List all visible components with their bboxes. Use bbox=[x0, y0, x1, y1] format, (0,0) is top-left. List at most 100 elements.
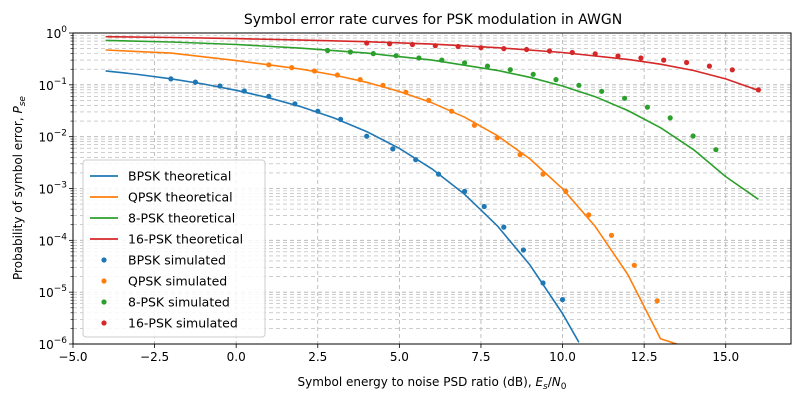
legend-label: QPSK simulated bbox=[128, 274, 227, 289]
series-layer bbox=[105, 35, 762, 344]
data-point-psk8 bbox=[622, 95, 628, 101]
data-point-psk8 bbox=[576, 82, 582, 88]
data-point-qpsk bbox=[654, 298, 660, 304]
data-point-psk8 bbox=[439, 57, 445, 63]
data-point-bpsk bbox=[315, 108, 321, 114]
x-tick-label: −2.5 bbox=[140, 350, 169, 364]
data-point-psk8 bbox=[713, 147, 719, 153]
data-point-qpsk bbox=[586, 212, 592, 218]
y-tick-label: 10−2 bbox=[38, 129, 67, 145]
data-point-psk16 bbox=[615, 53, 621, 59]
data-point-psk16 bbox=[684, 59, 690, 66]
x-tick-label: 12.5 bbox=[631, 350, 658, 364]
data-point-psk8 bbox=[347, 49, 353, 55]
y-axis: 10−6 10−5 10−4 10−3 10−2 10−1 100 bbox=[38, 25, 73, 352]
data-point-psk8 bbox=[690, 133, 696, 139]
data-point-qpsk bbox=[266, 62, 272, 68]
legend-marker-qpsk bbox=[101, 278, 107, 284]
series-line-bpsk bbox=[105, 70, 580, 343]
series-line-psk8 bbox=[105, 39, 759, 200]
data-point-qpsk bbox=[608, 232, 615, 238]
data-point-bpsk bbox=[168, 76, 174, 82]
data-point-qpsk bbox=[380, 82, 386, 88]
data-point-qpsk bbox=[631, 262, 637, 268]
data-point-bpsk bbox=[217, 83, 223, 89]
data-point-psk8 bbox=[599, 88, 605, 94]
data-point-bpsk bbox=[292, 101, 298, 107]
chart-title: Symbol error rate curves for PSK modulat… bbox=[244, 12, 622, 28]
y-tick-label: 10−6 bbox=[38, 336, 67, 352]
legend-label: BPSK theoretical bbox=[128, 169, 231, 184]
data-point-psk16 bbox=[729, 67, 735, 73]
data-point-psk8 bbox=[370, 51, 376, 57]
data-point-psk16 bbox=[455, 43, 461, 50]
data-point-bpsk bbox=[540, 280, 546, 286]
data-point-psk16 bbox=[524, 46, 530, 53]
data-point-bpsk bbox=[364, 133, 370, 139]
data-point-qpsk bbox=[289, 65, 295, 71]
data-point-qpsk bbox=[311, 68, 318, 74]
data-point-qpsk bbox=[449, 108, 455, 114]
data-point-psk8 bbox=[325, 47, 331, 54]
data-point-psk16 bbox=[706, 63, 713, 69]
legend-label: 8-PSK simulated bbox=[128, 295, 230, 310]
data-point-qpsk bbox=[563, 188, 569, 194]
data-point-psk8 bbox=[644, 104, 651, 110]
legend-marker-bpsk bbox=[101, 257, 107, 263]
data-point-psk16 bbox=[638, 55, 644, 61]
data-point-psk16 bbox=[592, 51, 598, 57]
data-point-bpsk bbox=[390, 146, 396, 152]
data-point-psk8 bbox=[553, 77, 559, 83]
data-point-psk16 bbox=[546, 48, 553, 54]
series-line-psk16 bbox=[105, 35, 759, 92]
x-axis: −5.0 −2.5 0.0 2.5 5.0 7.5 10.0 12.5 15.0 bbox=[58, 344, 739, 364]
data-point-psk16 bbox=[364, 40, 370, 46]
series-line-qpsk bbox=[105, 49, 678, 344]
data-point-psk16 bbox=[569, 49, 575, 56]
x-tick-label: 10.0 bbox=[549, 350, 576, 364]
data-point-psk8 bbox=[484, 63, 491, 69]
y-tick-label: 10−5 bbox=[38, 284, 67, 300]
legend-marker-psk16 bbox=[101, 320, 107, 326]
data-point-psk8 bbox=[530, 71, 536, 77]
data-point-bpsk bbox=[501, 224, 507, 230]
data-point-qpsk bbox=[494, 135, 500, 141]
data-point-qpsk bbox=[517, 152, 523, 158]
y-axis-label: Probability of symbol error, Pse bbox=[11, 96, 28, 280]
data-point-bpsk bbox=[520, 247, 527, 253]
data-point-psk8 bbox=[393, 53, 399, 59]
data-point-qpsk bbox=[357, 77, 363, 83]
data-point-bpsk bbox=[462, 188, 468, 194]
data-point-qpsk bbox=[540, 171, 546, 177]
legend: BPSK theoretical QPSK theoretical 8-PSK th… bbox=[82, 159, 266, 338]
y-tick-label: 10−1 bbox=[38, 77, 67, 93]
data-point-bpsk bbox=[481, 203, 487, 210]
data-point-bpsk bbox=[241, 88, 247, 94]
x-tick-label: 2.5 bbox=[308, 350, 327, 364]
data-point-psk16 bbox=[478, 45, 484, 51]
legend-marker-psk8 bbox=[101, 299, 107, 305]
y-tick-label: 10−4 bbox=[38, 232, 67, 248]
data-point-psk16 bbox=[755, 87, 762, 93]
data-point-bpsk bbox=[266, 93, 272, 99]
data-point-psk8 bbox=[507, 67, 513, 73]
data-point-psk16 bbox=[432, 43, 438, 49]
y-tick-label: 100 bbox=[46, 25, 67, 41]
data-point-psk16 bbox=[387, 41, 393, 47]
legend-label: 16-PSK theoretical bbox=[128, 232, 243, 247]
data-point-psk8 bbox=[462, 60, 468, 66]
x-tick-label: 0.0 bbox=[227, 350, 246, 364]
data-point-psk8 bbox=[416, 55, 422, 61]
legend-label: QPSK theoretical bbox=[128, 190, 233, 205]
data-point-qpsk bbox=[426, 97, 432, 103]
data-point-psk16 bbox=[661, 57, 667, 63]
data-point-qpsk bbox=[403, 89, 409, 95]
x-axis-label: Symbol energy to noise PSD ratio (dB), E… bbox=[297, 375, 566, 392]
data-point-qpsk bbox=[334, 72, 340, 78]
y-tick-label: 10−3 bbox=[38, 181, 67, 197]
legend-label: 8-PSK theoretical bbox=[128, 211, 235, 226]
data-point-bpsk bbox=[413, 157, 419, 163]
data-point-bpsk bbox=[435, 171, 442, 177]
data-point-qpsk bbox=[471, 122, 477, 128]
legend-label: BPSK simulated bbox=[128, 253, 226, 268]
